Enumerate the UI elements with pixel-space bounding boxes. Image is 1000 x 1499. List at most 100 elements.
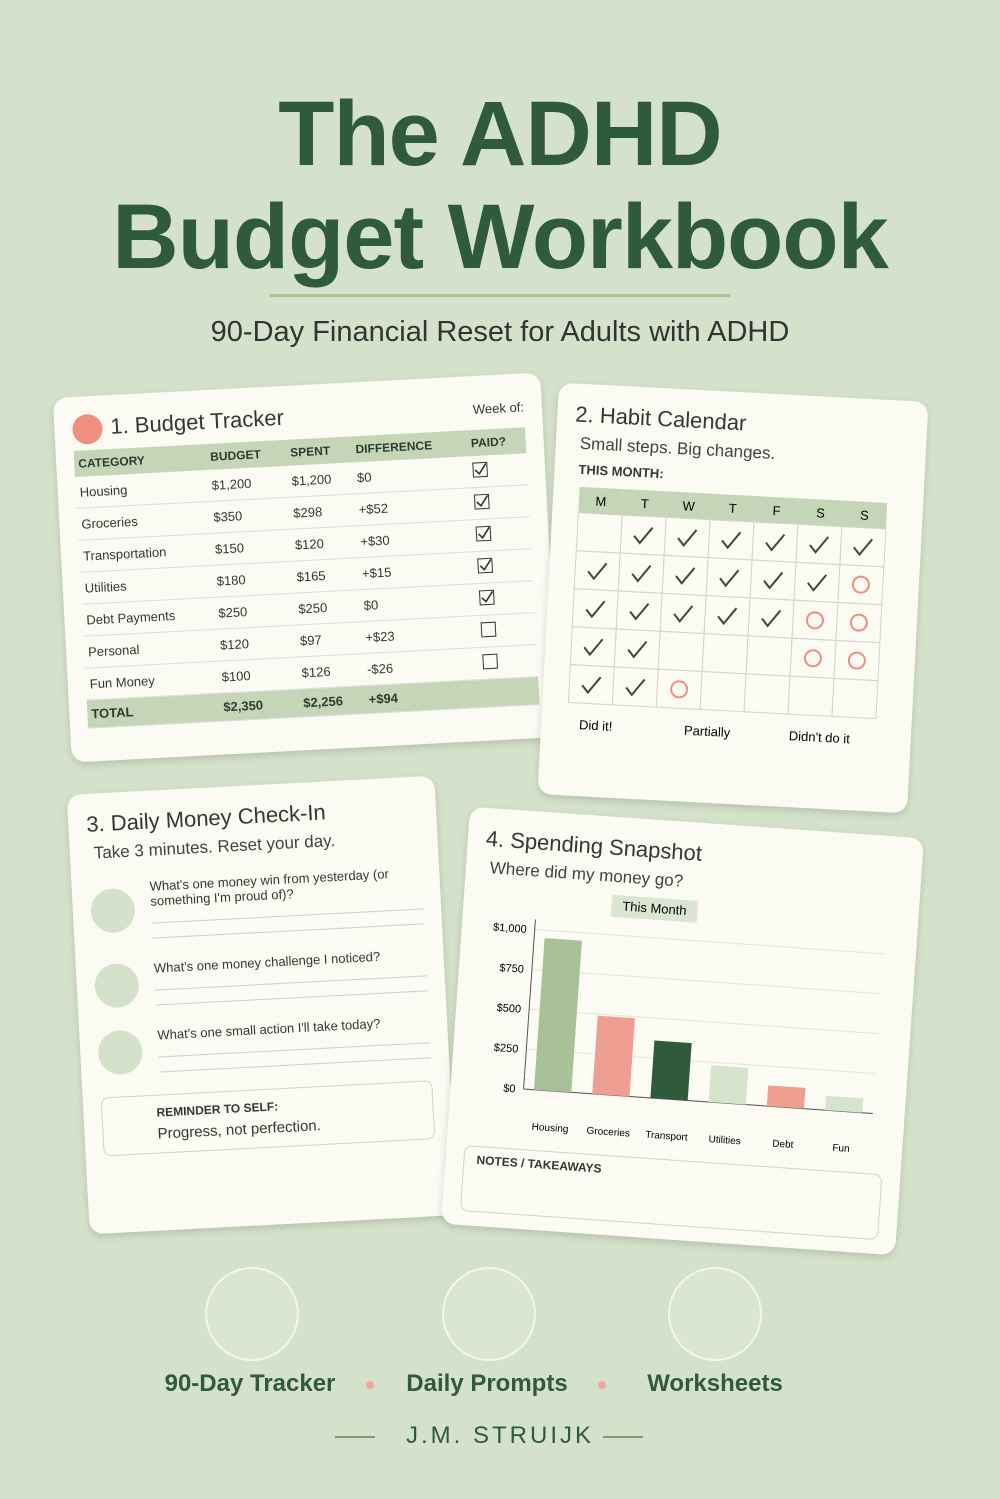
day-label: S [860,508,870,523]
checkbox [474,493,490,510]
bar [708,1065,749,1105]
cell: $250 [213,593,296,630]
notes-label: NOTES / TAKEAWAYS [476,1152,603,1176]
prompt: What's one small action I'll take today? [97,1013,432,1076]
paid-cell [474,580,535,616]
checkbox [472,461,489,478]
x-tick-label: Groceries [586,1126,630,1140]
day-cell [837,564,885,606]
feature: 90-Day Tracker [164,1370,336,1397]
spending-card: 4. Spending Snapshot Where did my money … [440,806,925,1256]
partial-mark [670,680,689,699]
cell: $1,200 [286,462,354,498]
rule [335,1436,375,1438]
day-header [710,493,756,522]
day-cell [611,666,659,708]
day-label: M [595,494,607,510]
column-header: PAID? [466,427,527,457]
day-cell [791,599,839,641]
reminder-box: REMINDER TO SELF: Progress, not perfecti… [100,1080,436,1157]
rule [603,1436,643,1438]
cell: $2,350 [218,689,300,722]
checkbox [477,557,494,574]
check-mark [673,605,694,623]
cell: $298 [288,493,356,530]
check-mark [721,531,742,550]
feature-icon [442,1267,536,1361]
partial-mark [847,651,866,670]
y-tick-label: $750 [499,962,524,976]
legend-label: Partially [684,723,731,740]
check-mark [717,607,738,626]
day-cell [831,677,879,720]
check-mark [675,567,696,585]
axis [523,1088,873,1114]
day-cell [793,561,841,604]
day-cell [657,630,705,673]
day-cell [571,588,619,630]
row: Utilities $180 $165 +$15 [79,548,533,605]
checkbox [480,621,497,638]
row: Fun Money $100 $126 -$26 [84,644,539,701]
author: J.M. STRUIJK [405,1422,594,1449]
x-tick-label: Debt [772,1139,794,1151]
day-header [754,496,800,525]
bar [534,938,582,1093]
checkbox [479,589,495,606]
checkbox [475,525,492,542]
grid-line [529,1008,879,1035]
day-cell [833,639,881,682]
check-mark [809,536,830,554]
check-mark [625,678,646,697]
prompt-body: What's one small action I'll take today? [157,1013,432,1073]
day-label: S [816,505,826,520]
prompt-body: What's one money challenge I noticed? [154,946,428,1006]
day-cell [839,526,887,568]
check-mark [585,600,606,619]
y-tick-label: $1,000 [493,922,527,936]
check-mark [629,602,650,621]
partial-mark [849,613,868,632]
habit-card: 2. Habit Calendar Small steps. Big chang… [537,382,929,814]
day-cell [655,668,703,710]
grid-line [526,1048,876,1075]
row: Personal $120 $97 +$23 [83,612,537,669]
day-cell [659,592,707,635]
feature: Daily Prompts [406,1370,568,1397]
check-mark [633,527,654,545]
day-cell [567,664,615,706]
paid-cell [477,644,539,680]
day-cell [619,514,667,556]
day-header [841,500,888,529]
check [476,494,489,507]
day-header [666,491,712,520]
prompt-body: What's one money win from yesterday (or … [149,864,425,939]
column-header: SPENT [285,436,353,466]
check-mark [627,640,648,659]
cell: $1,200 [206,465,289,502]
row: Transportation $150 $120 +$30 [78,516,532,573]
row: Groceries $350 $298 +$52 [76,484,530,541]
paid-cell [472,548,533,584]
x-tick-label: Fun [832,1143,850,1155]
bar [650,1040,692,1101]
day-cell [617,552,665,594]
day-cell [613,628,661,670]
day-cell [747,597,795,639]
title-line: The ADHD [278,83,722,185]
partial-mark [851,575,870,594]
box [482,653,499,670]
check-mark [677,529,698,547]
day-label: W [682,498,696,514]
check-mark [807,574,828,592]
subtitle: 90-Day Financial Reset for Adults with A… [210,316,790,348]
cell: $165 [291,557,359,594]
day-cell [573,550,621,592]
legend-label: Didn't do it [788,728,850,746]
check-mark [763,571,784,590]
budget-card: 1. Budget Tracker Week of: CATEGORY BUDGE… [52,372,560,763]
day-cell [789,637,837,679]
day-cell [699,670,747,713]
cell: +$94 [363,679,481,714]
row: Housing $1,200 $1,200 $0 [74,453,528,509]
